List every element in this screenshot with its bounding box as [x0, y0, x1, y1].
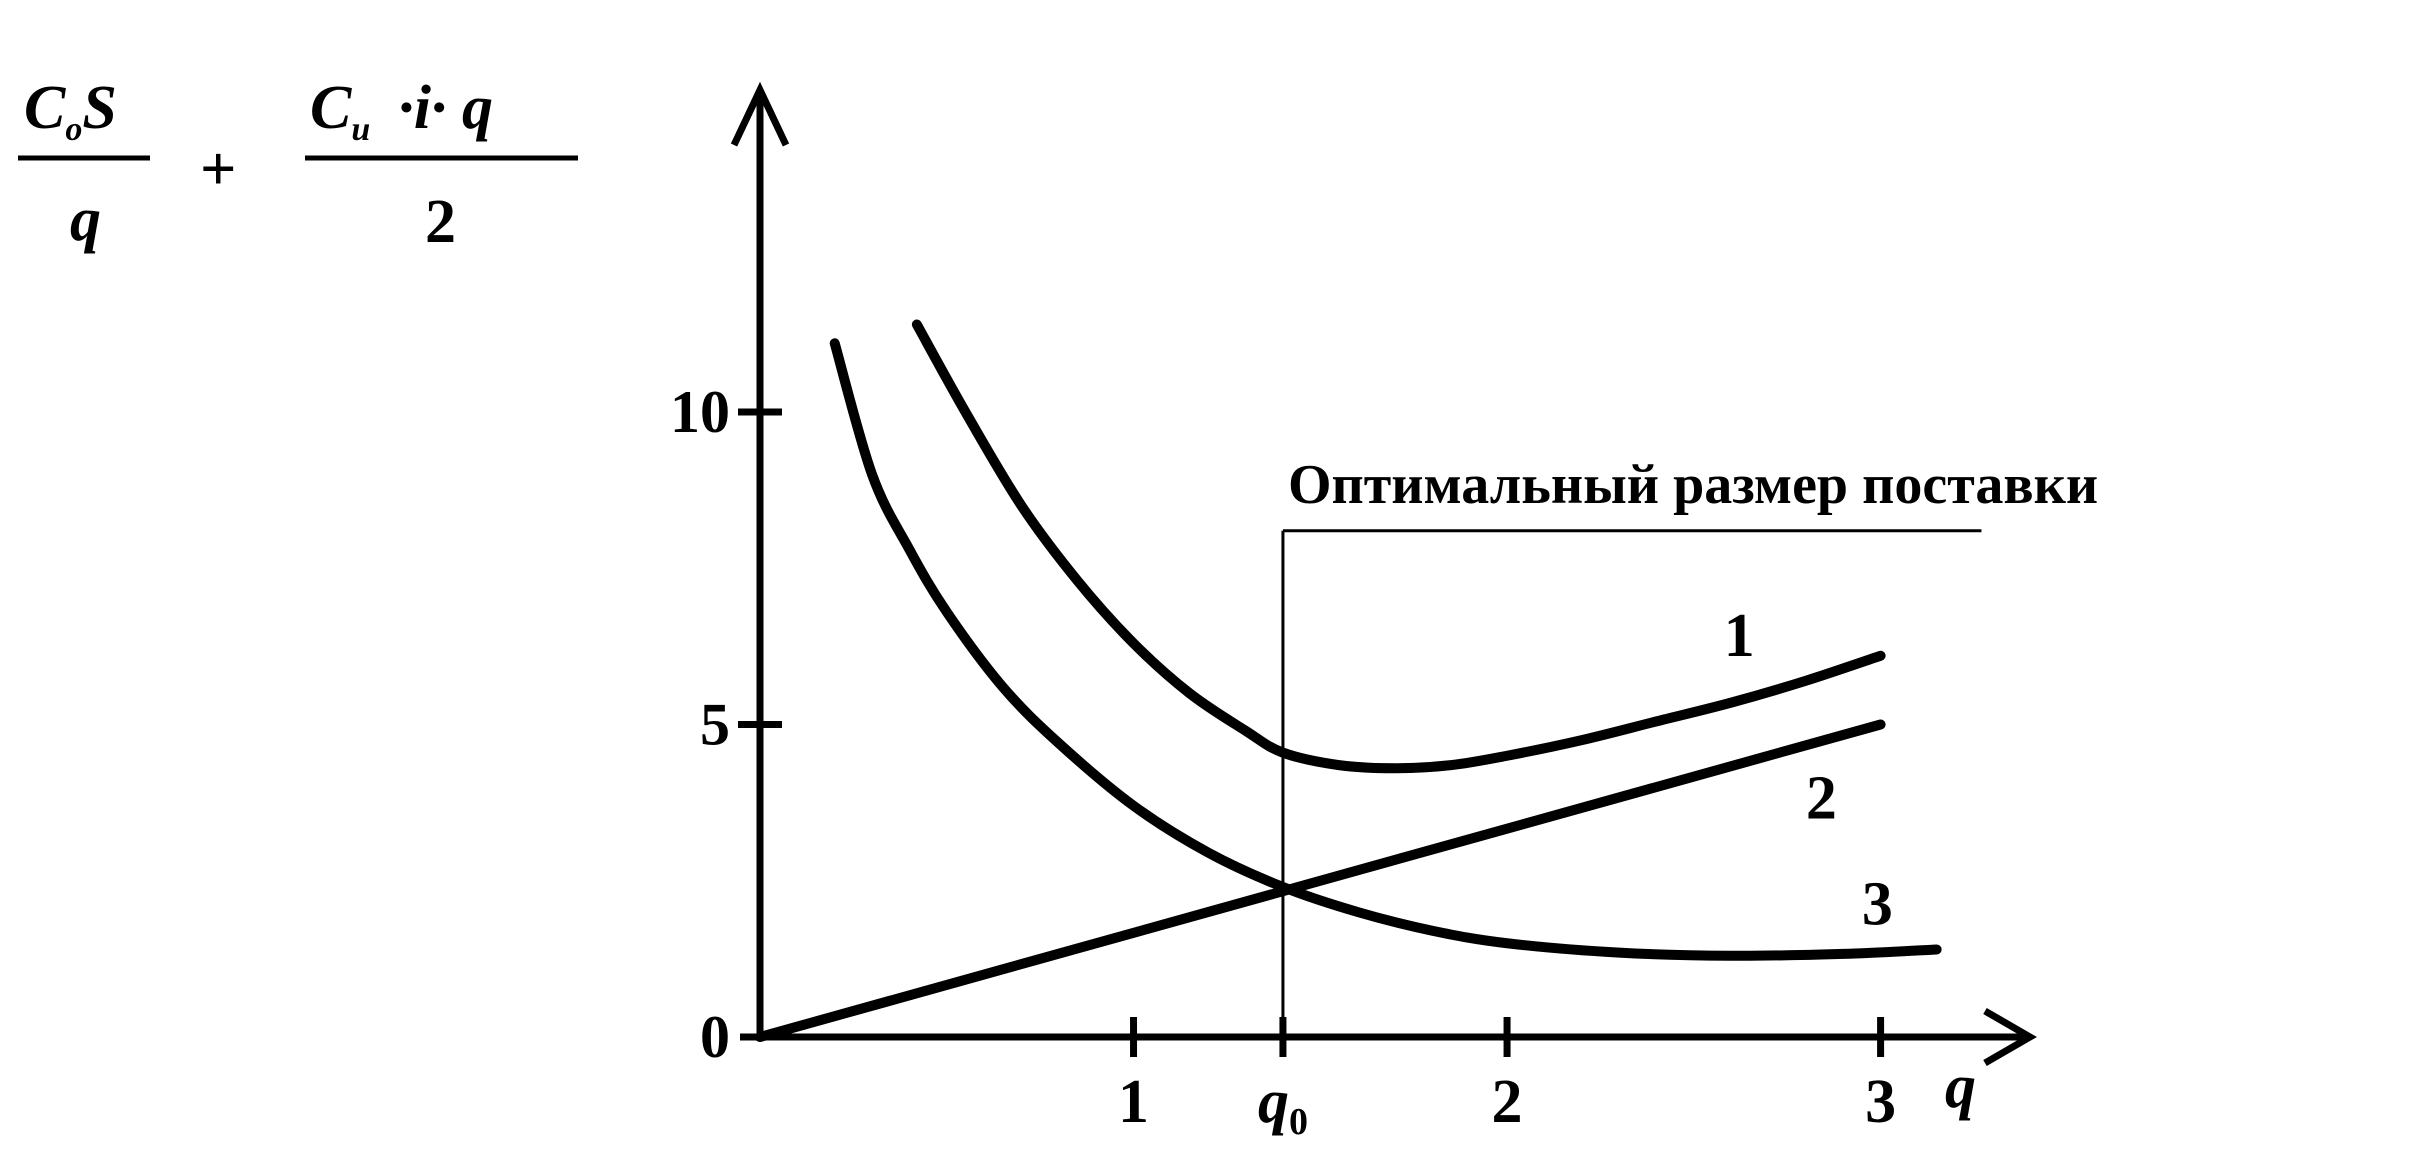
formula: CoS q + Cu ·i· q 2	[18, 74, 578, 256]
formula-term1-num-tail: S	[82, 74, 116, 142]
formula-term2-num-tail: ·i· q	[398, 74, 493, 142]
axes: q	[730, 81, 2037, 1121]
formula-term2-num-sub: u	[351, 111, 370, 148]
x-axis-arrow	[1983, 1007, 2037, 1067]
optimal-annotation: Оптимальный размер поставки	[1281, 454, 2098, 1037]
x-tick-label-0: 1	[1118, 1068, 1149, 1136]
optimal-annotation-text: Оптимальный размер поставки	[1288, 454, 2098, 516]
x-tick-label-3: 3	[1865, 1068, 1896, 1136]
svg-text:CoS: CoS	[24, 74, 117, 148]
series-3-label: 3	[1862, 871, 1893, 939]
y-axis-arrow	[730, 81, 790, 147]
series-2-label: 2	[1806, 764, 1837, 832]
x-tick-label-1: q0	[1258, 1068, 1308, 1143]
y-tick-label-1: 5	[700, 692, 730, 758]
series-1-line	[911, 319, 1886, 774]
formula-term2-den: 2	[425, 188, 456, 256]
formula-term1-den: q	[70, 186, 101, 254]
series-1-label: 1	[1724, 602, 1755, 670]
series-3-line	[829, 338, 1942, 961]
formula-term1-num: C	[24, 74, 66, 142]
formula-term1-num-sub: o	[65, 111, 82, 148]
x-axis-label: q	[1945, 1053, 1976, 1121]
x-tick-label-2: 2	[1492, 1068, 1523, 1136]
formula-term2-num: C	[310, 74, 352, 142]
svg-text:Cu·i· q: Cu ·i· q	[310, 74, 493, 148]
formula-plus: +	[200, 133, 236, 204]
series-layer: 1 23	[755, 319, 1942, 1042]
y-tick-label-2: 10	[670, 379, 730, 445]
y-tick-label-0: 0	[700, 1004, 730, 1070]
series-2-line	[755, 719, 1886, 1042]
